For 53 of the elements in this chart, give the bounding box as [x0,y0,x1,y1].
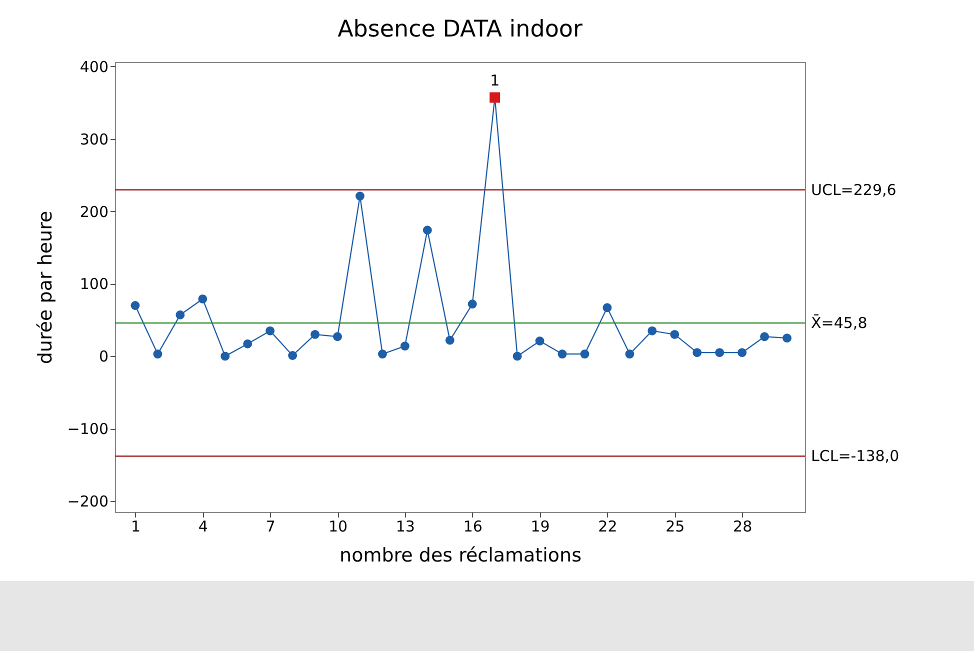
annotation: 1 [490,72,500,90]
point [602,303,612,312]
x-tick-label: 1 [130,518,140,536]
point [288,351,298,360]
point [378,350,387,358]
point [535,336,544,346]
ref-line-label: X̄=45,8 [811,313,868,332]
point [648,326,657,336]
point [738,348,747,358]
point [356,192,364,201]
x-tick-label: 25 [666,518,685,536]
x-tick-label: 22 [598,518,618,536]
point [692,348,702,358]
point [130,301,140,310]
x-tick-label: 10 [328,518,348,536]
y-tick-label: 300 [80,130,108,148]
point [310,330,320,339]
point [153,350,162,358]
y-tick-label: 0 [98,348,108,366]
x-tick-label: 7 [266,518,276,536]
x-tick-label: 4 [198,518,208,536]
point [333,332,342,342]
y-tick-label: 100 [80,275,108,294]
x-tick-label: 19 [530,518,550,536]
point [220,352,230,361]
point [782,334,792,343]
point [512,352,522,361]
point [243,339,252,348]
ref-line-label: LCL=-138,0 [811,447,900,466]
ref-line-label: UCL=229,6 [811,180,896,199]
y-tick-label: 400 [80,58,108,76]
point [760,332,770,342]
point [468,300,477,308]
y-tick-label: −200 [67,492,108,511]
x-tick-label: 16 [463,518,482,536]
point [422,226,432,235]
point [580,350,590,358]
y-tick-label: 200 [80,202,108,221]
x-tick-label: 13 [396,518,415,536]
point [445,336,454,345]
point [266,326,275,336]
y-axis-title: durée par heure [34,210,56,364]
point [198,294,208,304]
point [670,330,680,339]
point [176,310,185,320]
point [400,342,410,351]
x-axis-title: nombre des réclamations [340,544,582,566]
x-tick-label: 28 [733,518,752,536]
point [558,350,567,358]
chart-title: Absence DATA indoor [338,16,583,42]
point [625,350,634,358]
y-tick-label: −100 [67,420,108,438]
point [715,348,724,358]
